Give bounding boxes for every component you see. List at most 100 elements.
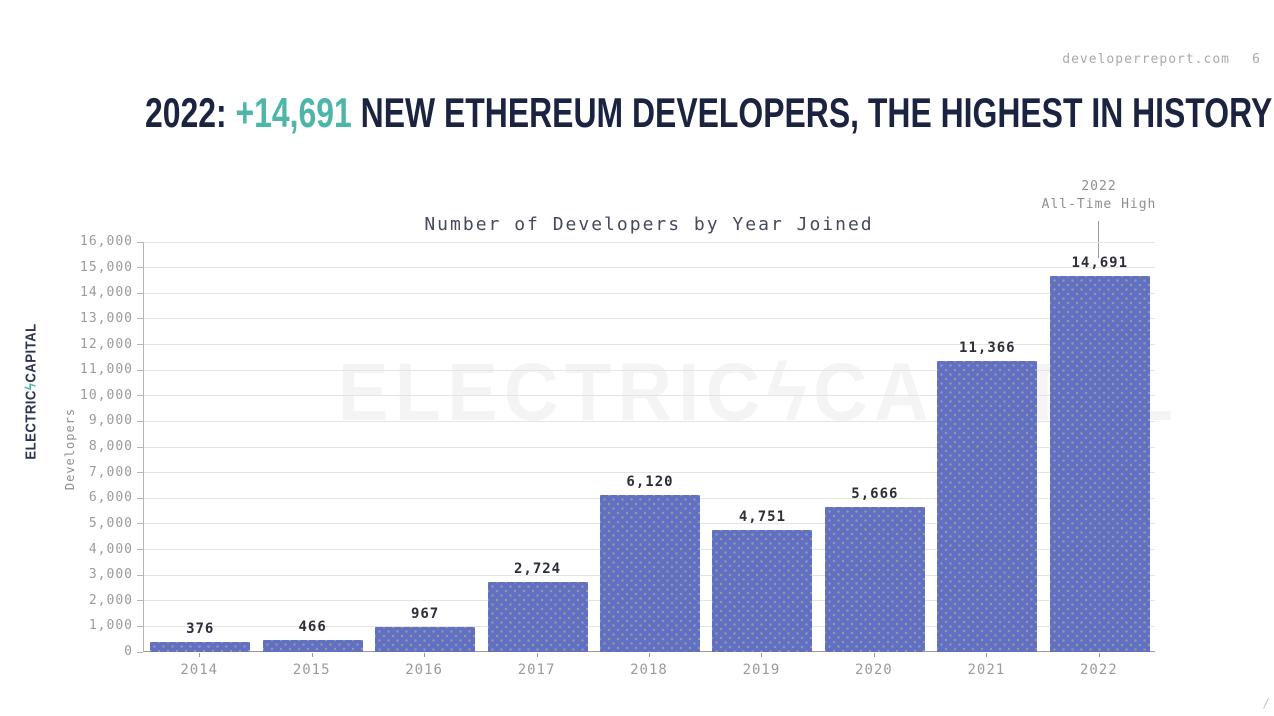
y-tick-label: 14,000 [80,285,133,301]
y-tick-label: 0 [124,644,133,659]
y-tick-mark [137,292,143,294]
source-url: developerreport.com [1062,52,1230,67]
bar-2014 [150,642,251,652]
gridline [144,369,1155,371]
y-tick-label: 3,000 [88,567,133,583]
y-tick-mark [137,523,143,525]
x-axis-labels: 2014 2015 2016 2017 2018 2019 2020 2021 2022 [143,662,1155,682]
x-tick-label: 2015 [292,662,331,678]
y-tick-label: 10,000 [80,387,133,403]
bar-value-label: 14,691 [1071,254,1129,271]
gridline [144,420,1155,422]
plot-area: 376 466 967 2,724 6,120 4,751 5,666 11,366 14,69… [143,241,1155,652]
y-tick-label: 8,000 [88,439,133,454]
gridline [144,292,1155,294]
bar-value-label: 6,120 [626,474,674,491]
x-tick-mark [536,653,538,657]
watermark-bolt-icon: ϟ [766,347,814,438]
x-tick-mark [649,653,650,657]
y-tick-mark [137,420,143,422]
x-tick-mark [986,653,988,657]
gridline [144,395,1155,397]
y-tick-mark [137,318,143,320]
annotation-line2: All-Time High [1041,196,1157,212]
y-tick-label: 7,000 [88,464,133,480]
gridline [144,318,1155,320]
y-tick-mark [137,241,143,243]
y-tick-label: 4,000 [88,541,133,557]
y-tick-label: 13,000 [80,310,133,326]
x-tick-mark [311,653,313,657]
y-tick-mark [137,395,143,397]
y-tick-mark [137,497,143,499]
y-tick-mark [137,651,143,653]
watermark-text-left: ELECTRIC [338,347,767,438]
annotation-line1: 2022 [1081,179,1117,194]
x-tick-label: 2022 [1079,662,1118,678]
y-tick-label: 9,000 [88,413,133,429]
bar-value-label: 4,751 [738,509,787,526]
x-tick-label: 2018 [630,662,668,678]
bar-2017 [487,582,588,652]
y-tick-mark [137,267,143,269]
y-tick-mark [137,600,143,602]
page-title-prefix: 2022: [145,89,236,136]
corner-mark: / [1263,696,1271,710]
y-tick-mark [137,625,143,627]
x-tick-mark [873,653,875,657]
chart-title: Number of Developers by Year Joined [424,214,874,235]
all-time-high-annotation: 2022 All-Time High [1009,178,1189,213]
y-tick-label: 1,000 [88,618,133,634]
x-tick-label: 2020 [855,662,893,678]
x-tick-label: 2021 [967,662,1006,678]
x-tick-label: 2017 [517,662,556,678]
y-tick-mark [137,549,143,550]
bar-2021 [937,360,1038,652]
gridline [144,344,1155,345]
bar-value-label: 2,724 [513,561,562,578]
y-tick-mark [137,472,143,474]
gridline [144,472,1155,474]
annotation-pointer-line [1098,221,1099,258]
bar-2018 [599,495,701,652]
page-title-suffix: NEW ETHEREUM DEVELOPERS, THE HIGHEST IN … [351,89,1273,136]
y-tick-mark [137,446,143,448]
bar-2022 [1049,275,1150,652]
x-tick-label: 2019 [742,662,781,678]
y-tick-label: 16,000 [80,234,133,249]
gridline [144,446,1155,448]
y-tick-label: 11,000 [80,362,133,378]
y-tick-mark [137,369,143,371]
bar-value-label: 5,666 [851,485,899,502]
gridline [144,241,1155,243]
bar-2020 [824,506,925,652]
source-partial-glyph: 6 [1252,52,1260,67]
x-tick-mark [1098,653,1100,657]
y-axis-ticks [137,241,143,653]
bar-2015 [262,640,363,652]
page-title-highlight: +14,691 [235,89,352,136]
y-tick-label: 12,000 [80,336,133,352]
y-axis-labels: 0 1,000 2,000 3,000 4,000 5,000 6,000 7,000 8,00… [0,234,133,659]
y-tick-label: 15,000 [80,259,133,275]
y-tick-label: 2,000 [88,592,133,608]
bar-value-label: 967 [410,606,440,623]
page-title: 2022: +14,691 NEW ETHEREUM DEVELOPERS, T… [145,92,1272,134]
x-axis-ticks [143,653,1155,658]
x-tick-label: 2014 [180,662,219,678]
bar-2016 [375,627,476,652]
x-tick-mark [761,653,763,657]
x-tick-mark [199,653,201,657]
y-tick-label: 6,000 [88,490,133,506]
bar-value-label: 376 [186,621,215,638]
bar-2019 [712,530,813,652]
bar-value-label: 466 [298,619,327,636]
y-tick-mark [137,574,143,576]
x-tick-label: 2016 [405,662,443,678]
gridline [144,267,1155,269]
x-tick-mark [424,653,426,657]
y-tick-mark [137,344,143,345]
bar-value-label: 11,366 [959,339,1016,356]
y-tick-label: 5,000 [88,515,133,531]
